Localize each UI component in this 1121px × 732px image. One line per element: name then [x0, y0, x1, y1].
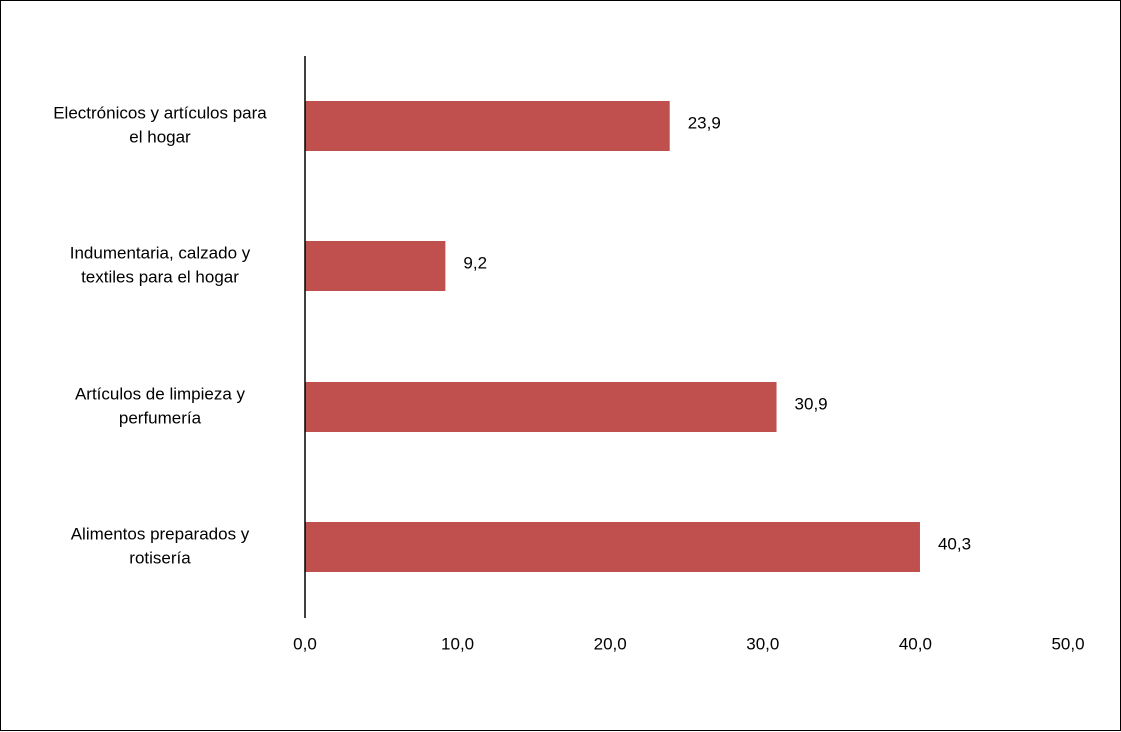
x-tick-label-4: 40,0: [899, 634, 932, 653]
x-tick-label-0: 0,0: [293, 634, 317, 653]
data-label-0: 23,9: [688, 113, 721, 132]
category-label-2: Artículos de limpieza y perfumería: [75, 384, 246, 427]
bar-0: [305, 101, 670, 151]
x-tick-label-3: 30,0: [746, 634, 779, 653]
x-tick-label-5: 50,0: [1051, 634, 1084, 653]
bars-layer: [305, 101, 920, 572]
bar-2: [305, 382, 777, 432]
data-label-3: 40,3: [938, 534, 971, 553]
bar-1: [305, 241, 446, 291]
category-label-3: Alimentos preparados y rotisería: [71, 524, 250, 567]
x-tick-label-2: 20,0: [594, 634, 627, 653]
category-label-1: Indumentaria, calzado y textiles para el …: [70, 243, 251, 286]
data-label-1: 9,2: [463, 253, 487, 272]
category-label-0: Electrónicos y artículos para el hogar: [53, 103, 267, 146]
x-tick-label-1: 10,0: [441, 634, 474, 653]
x-axis-ticks: 0,0 10,0 20,0 30,0 40,0 50,0: [293, 634, 1084, 653]
data-label-2: 30,9: [795, 394, 828, 413]
bar-3: [305, 522, 920, 572]
labels-layer: 23,9 Electrónicos y artículos para el hoga…: [53, 103, 971, 567]
